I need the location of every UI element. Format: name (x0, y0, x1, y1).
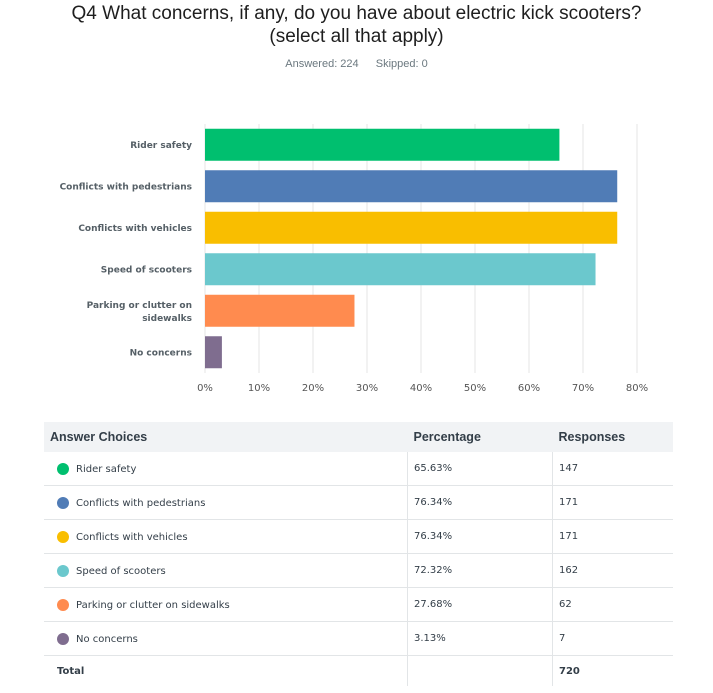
category-label: Conflicts with vehicles (78, 224, 192, 234)
x-tick-label: 0% (197, 383, 213, 394)
answer-choice-cell: Speed of scooters (44, 553, 408, 588)
x-tick-label: 10% (248, 383, 270, 394)
category-label: Parking or clutter on sidewalks (87, 301, 192, 324)
responses-cell: 171 (552, 485, 673, 520)
answer-choice-label: Parking or clutter on sidewalks (76, 599, 230, 611)
header-percentage: Percentage (407, 422, 553, 452)
percentage-cell: 72.32% (407, 553, 553, 588)
table-row: Parking or clutter on sidewalks 27.68% 62 (44, 587, 673, 622)
x-tick-label: 70% (572, 383, 594, 394)
total-label: Total (57, 665, 85, 677)
question-title-line1: Q4 What concerns, if any, do you have ab… (71, 3, 642, 24)
bar (205, 294, 355, 327)
question-title: Q4 What concerns, if any, do you have ab… (0, 2, 713, 48)
answer-choice-label: No concerns (76, 633, 138, 645)
bar (205, 170, 618, 203)
responses-cell: 171 (552, 519, 673, 554)
legend-dot-icon (57, 496, 69, 509)
answer-choice-cell: Rider safety (44, 452, 408, 486)
legend-dot-icon (57, 564, 69, 577)
answer-choice-cell: No concerns (44, 621, 408, 656)
answer-choice-cell: Conflicts with pedestrians (44, 485, 408, 520)
total-value: 720 (552, 655, 673, 686)
table-row: Conflicts with vehicles 76.34% 171 (44, 519, 673, 554)
legend-dot-icon (57, 462, 69, 475)
question-title-line2: (select all that apply) (269, 26, 444, 47)
header-answer-choices: Answer Choices (44, 422, 408, 452)
x-tick-label: 50% (464, 383, 486, 394)
percentage-cell: 76.34% (407, 519, 553, 554)
bar (205, 211, 618, 244)
x-tick-label: 60% (518, 383, 540, 394)
answer-choice-label: Conflicts with vehicles (76, 531, 188, 543)
bar (205, 253, 596, 286)
percentage-cell: 76.34% (407, 485, 553, 520)
table-row: Conflicts with pedestrians 76.34% 171 (44, 485, 673, 520)
legend-dot-icon (57, 632, 69, 645)
answer-table: Answer Choices Percentage Responses Ride… (44, 422, 673, 686)
responses-cell: 162 (552, 553, 673, 588)
answer-choice-label: Conflicts with pedestrians (76, 497, 206, 509)
category-label: Rider safety (130, 141, 192, 151)
table-row: No concerns 3.13% 7 (44, 621, 673, 656)
table-row: Speed of scooters 72.32% 162 (44, 553, 673, 588)
legend-dot-icon (57, 598, 69, 611)
percentage-cell: 27.68% (407, 587, 553, 622)
table-total-row: Total 720 (44, 655, 673, 686)
legend-dot-icon (57, 530, 69, 543)
category-label: No concerns (130, 348, 192, 358)
answer-choice-cell: Parking or clutter on sidewalks (44, 587, 408, 622)
responses-cell: 147 (552, 452, 673, 486)
total-percentage-cell (407, 655, 553, 686)
answer-choice-cell: Conflicts with vehicles (44, 519, 408, 554)
percentage-cell: 65.63% (407, 452, 553, 486)
x-tick-label: 80% (626, 383, 648, 394)
answer-choice-label: Speed of scooters (76, 565, 166, 577)
skipped-count: Skipped: 0 (375, 58, 428, 70)
bar (205, 336, 222, 369)
category-label: Speed of scooters (101, 265, 192, 275)
responses-cell: 7 (552, 621, 673, 656)
bar (205, 128, 560, 161)
responses-cell: 62 (552, 587, 673, 622)
x-tick-label: 30% (356, 383, 378, 394)
answer-choice-label: Rider safety (76, 463, 137, 475)
x-tick-label: 20% (302, 383, 324, 394)
category-label: Conflicts with pedestrians (60, 182, 192, 192)
bar-chart: 0% 10% 20% 30% 40% 50% 60% 70% 80% Rider safety Co… (60, 124, 648, 394)
percentage-cell: 3.13% (407, 621, 553, 656)
table-row: Rider safety 65.63% 147 (44, 452, 673, 486)
answered-count: Answered: 224 (285, 58, 359, 70)
header-responses: Responses (552, 422, 673, 452)
x-tick-label: 40% (410, 383, 432, 394)
response-summary: Answered: 224 Skipped: 0 (0, 58, 713, 70)
table-header-row: Answer Choices Percentage Responses (44, 422, 673, 452)
